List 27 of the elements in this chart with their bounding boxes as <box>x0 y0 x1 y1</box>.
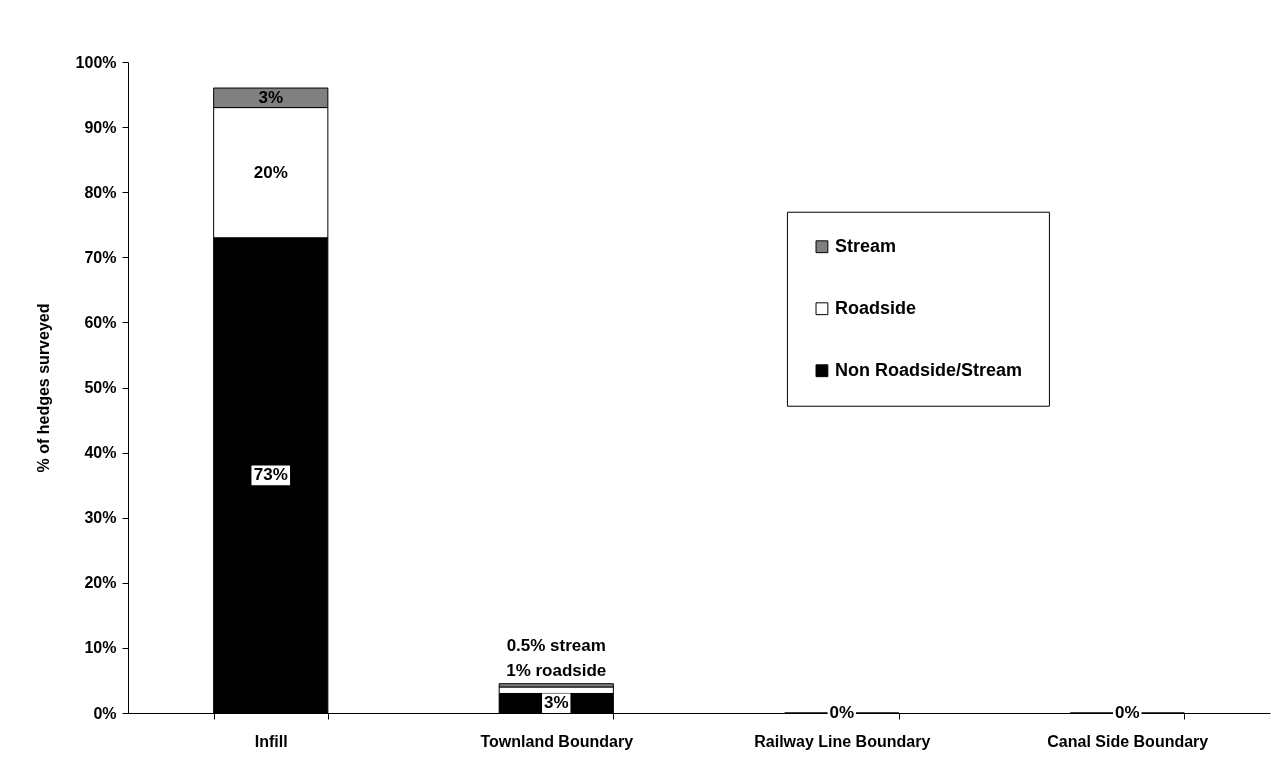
y-tick-label: 70% <box>84 248 117 266</box>
data-label: 3% <box>543 693 569 713</box>
y-tick-label: 0% <box>93 704 117 722</box>
data-label: 0% <box>1114 703 1140 722</box>
y-tick-label: 60% <box>84 313 117 331</box>
legend-label: Roadside <box>834 297 916 318</box>
y-tick-label: 20% <box>84 574 117 592</box>
y-axis-title: % of hedges surveyed <box>34 303 52 473</box>
y-tick-label: 30% <box>84 509 117 527</box>
data-label: 20% <box>253 162 288 182</box>
x-tick-label: Infill <box>254 732 288 750</box>
data-label: 0.5% stream <box>506 635 606 655</box>
x-tick-label: Railway Line Boundary <box>754 732 931 750</box>
data-label: 0% <box>829 703 855 722</box>
legend-label: Non Roadside/Stream <box>834 359 1022 380</box>
x-tick-label: Canal Side Boundary <box>1047 732 1209 750</box>
legend-label: Stream <box>834 235 896 256</box>
y-tick-label: 50% <box>84 379 117 396</box>
data-label: 3% <box>258 87 284 107</box>
y-tick-label: 10% <box>84 639 117 657</box>
x-tick-label: Townland Boundary <box>480 732 634 750</box>
y-tick-label: 40% <box>84 444 117 462</box>
data-label: 73% <box>253 465 288 485</box>
y-tick-label: 100% <box>75 53 117 71</box>
y-tick-label: 90% <box>84 118 117 136</box>
data-label: 1% roadside <box>506 660 607 680</box>
y-tick-label: 80% <box>84 183 117 201</box>
